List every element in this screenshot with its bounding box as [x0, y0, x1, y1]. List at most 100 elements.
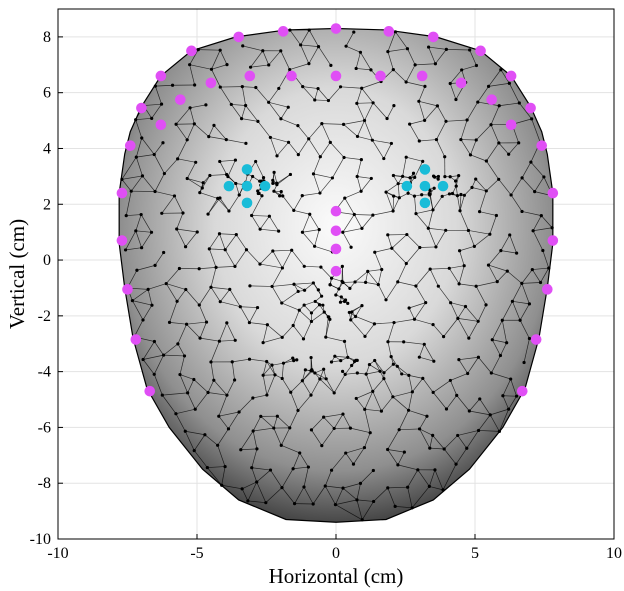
landmark-point: [419, 164, 431, 175]
mesh-edge: [474, 233, 491, 247]
mesh-edge: [311, 304, 320, 314]
mesh-edge: [428, 228, 437, 248]
mesh-edge: [164, 158, 178, 174]
mesh-node: [405, 47, 410, 51]
mesh-node: [373, 358, 377, 363]
mesh-edge: [298, 138, 310, 155]
mesh-edge: [542, 250, 550, 269]
mesh-node: [368, 431, 372, 435]
mesh-edge: [303, 466, 309, 488]
mesh-edge: [476, 281, 498, 287]
mesh-edge: [488, 264, 498, 282]
mesh-edge: [392, 396, 409, 411]
mesh-node: [159, 102, 164, 106]
landmark-point: [116, 235, 128, 246]
mesh-edge: [496, 270, 508, 282]
mesh-node: [322, 310, 326, 314]
mesh-edge: [350, 427, 371, 434]
mesh-edge: [151, 103, 162, 119]
mesh-node: [150, 116, 154, 120]
mesh-edge: [532, 269, 541, 283]
mesh-edge: [218, 395, 228, 417]
mesh-node: [244, 103, 248, 108]
mesh-node: [468, 153, 473, 157]
mesh-edge: [207, 392, 227, 396]
mesh-edge: [251, 448, 258, 468]
mesh-node: [517, 141, 521, 145]
mesh-edge: [387, 486, 408, 489]
mesh-node: [229, 102, 233, 107]
mesh-node: [218, 159, 222, 164]
mesh-node: [197, 267, 201, 271]
mesh-edge: [498, 179, 512, 196]
mesh-node: [362, 445, 367, 450]
mesh-edge: [311, 429, 323, 446]
mesh-edge: [432, 380, 451, 393]
mesh-edge: [364, 409, 371, 433]
mesh-node: [181, 211, 185, 215]
mesh-edge: [353, 447, 365, 465]
mesh-node: [344, 451, 348, 455]
mesh-edge: [211, 69, 221, 88]
mesh-node: [152, 152, 156, 157]
mesh-edge: [443, 435, 458, 450]
mesh-edge: [270, 137, 289, 143]
mesh-edge: [434, 469, 444, 491]
mesh-node: [135, 268, 139, 272]
mesh-edge: [385, 281, 399, 300]
mesh-edge: [468, 230, 475, 247]
mesh-edge: [398, 410, 409, 430]
mesh-node: [316, 288, 320, 292]
mesh-edge: [478, 357, 492, 374]
mesh-node: [272, 170, 276, 174]
mesh-node: [497, 177, 501, 181]
mesh-edge: [510, 194, 523, 212]
mesh-edge: [501, 320, 507, 343]
mesh-node: [271, 181, 275, 185]
mesh-node: [436, 174, 441, 179]
mesh-edge: [392, 391, 413, 398]
mesh-edge: [367, 269, 382, 272]
mesh-node: [141, 357, 145, 362]
mesh-edge: [270, 469, 283, 488]
mesh-edge: [213, 379, 228, 396]
mesh-node: [296, 408, 300, 413]
mesh-node: [369, 176, 373, 181]
mesh-edge: [387, 429, 400, 450]
mesh-edge: [226, 322, 236, 341]
mesh-edge: [241, 105, 246, 119]
mesh-edge: [491, 355, 501, 374]
mesh-edge: [217, 428, 229, 446]
mesh-node: [507, 407, 511, 411]
mesh-node: [261, 176, 266, 180]
mesh-edge: [219, 322, 228, 342]
mesh-edge: [169, 301, 178, 323]
mesh-edge: [309, 214, 320, 230]
mesh-edge: [242, 45, 263, 52]
mesh-node: [454, 184, 458, 188]
mesh-node: [406, 191, 410, 195]
mesh-node: [271, 178, 275, 182]
mesh-node: [407, 373, 411, 377]
mesh-node: [499, 68, 503, 72]
mesh-edge: [345, 372, 358, 375]
mesh-node: [272, 426, 276, 430]
y-tick-label: 6: [43, 85, 51, 102]
mesh-node: [134, 229, 138, 233]
mesh-node: [279, 190, 283, 194]
mesh-edge: [247, 500, 266, 504]
mesh-edge: [486, 160, 499, 180]
mesh-node: [301, 85, 305, 89]
mesh-edge: [419, 344, 425, 358]
mesh-edge: [266, 374, 276, 396]
mesh-node: [527, 336, 532, 341]
mesh-node: [239, 117, 244, 121]
mesh-edge: [163, 343, 179, 356]
mesh-node: [134, 118, 138, 122]
mesh-node: [436, 284, 440, 288]
mesh-node: [234, 233, 238, 237]
mesh-edge: [193, 379, 209, 393]
mesh-node: [352, 359, 357, 363]
mesh-node: [237, 410, 241, 414]
mesh-edge: [344, 190, 362, 199]
